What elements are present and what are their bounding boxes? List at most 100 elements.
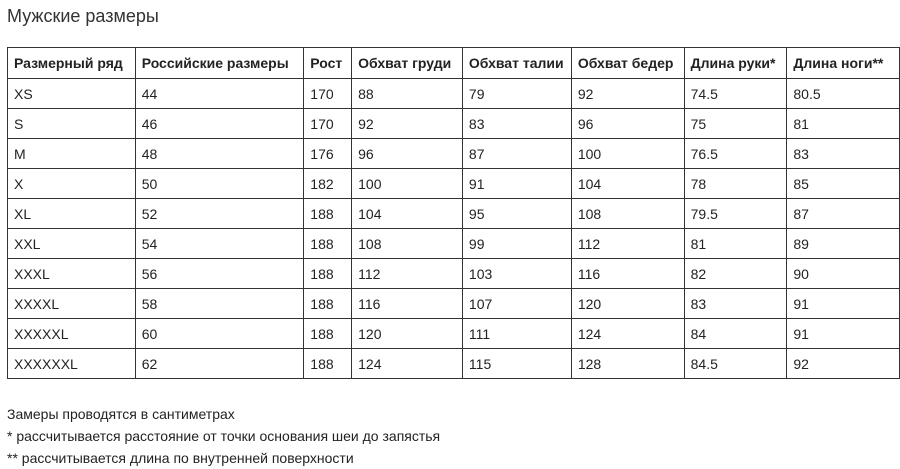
table-row: XXXL 56 188 112 103 116 82 90 <box>7 258 900 289</box>
table-cell: 116 <box>351 288 463 319</box>
header-row: Размерный ряд Российские размеры Рост Обхва… <box>7 47 900 79</box>
table-cell: 170 <box>303 78 353 109</box>
table-cell: 108 <box>351 228 463 259</box>
table-cell: 48 <box>134 138 305 169</box>
column-header: Рост <box>303 47 353 79</box>
table-cell: 92 <box>570 78 685 109</box>
table-cell: 120 <box>570 288 685 319</box>
table-cell: 56 <box>134 258 305 289</box>
column-header: Длина ноги** <box>786 47 900 79</box>
table-cell: 91 <box>461 168 572 199</box>
table-cell: 46 <box>134 108 305 139</box>
table-cell: XL <box>7 198 136 229</box>
table-cell: 84 <box>683 318 788 349</box>
table-row: XL 52 188 104 95 108 79.5 87 <box>7 198 900 229</box>
table-cell: XXXXL <box>7 288 136 319</box>
table-cell: 108 <box>570 198 685 229</box>
table-cell: M <box>7 138 136 169</box>
table-cell: XS <box>7 78 136 109</box>
table-cell: 83 <box>461 108 572 139</box>
table-row: XXL 54 188 108 99 112 81 89 <box>7 228 900 259</box>
table-cell: 60 <box>134 318 305 349</box>
table-cell: 100 <box>351 168 463 199</box>
table-cell: 111 <box>461 318 572 349</box>
table-cell: 87 <box>786 198 900 229</box>
table-cell: 81 <box>786 108 900 139</box>
table-cell: 52 <box>134 198 305 229</box>
table-cell: 79 <box>461 78 572 109</box>
table-cell: 170 <box>303 108 353 139</box>
table-cell: 100 <box>570 138 685 169</box>
table-cell: 87 <box>461 138 572 169</box>
table-cell: 85 <box>786 168 900 199</box>
table-cell: XXXL <box>7 258 136 289</box>
table-row: XXXXXXL 62 188 124 115 128 84.5 92 <box>7 348 900 379</box>
table-cell: 115 <box>461 348 572 379</box>
table-cell: 188 <box>303 258 353 289</box>
table-row: M 48 176 96 87 100 76.5 83 <box>7 138 900 169</box>
table-cell: 76.5 <box>683 138 788 169</box>
table-cell: 182 <box>303 168 353 199</box>
table-cell: 91 <box>786 318 900 349</box>
table-cell: 95 <box>461 198 572 229</box>
table-cell: 79.5 <box>683 198 788 229</box>
table-cell: 176 <box>303 138 353 169</box>
table-cell: 103 <box>461 258 572 289</box>
table-cell: 83 <box>786 138 900 169</box>
table-cell: 89 <box>786 228 900 259</box>
table-cell: X <box>7 168 136 199</box>
table-cell: 44 <box>134 78 305 109</box>
table-cell: 128 <box>570 348 685 379</box>
table-cell: 188 <box>303 318 353 349</box>
page-title: Мужские размеры <box>7 6 159 26</box>
table-cell: 104 <box>570 168 685 199</box>
table-cell: 83 <box>683 288 788 319</box>
table-cell: 78 <box>683 168 788 199</box>
table-cell: 92 <box>786 348 900 379</box>
table-row: XXXXL 58 188 116 107 120 83 91 <box>7 288 900 319</box>
notes: Замеры проводятся в сантиметрах * рассчи… <box>7 403 440 469</box>
table-cell: 81 <box>683 228 788 259</box>
table-cell: 188 <box>303 288 353 319</box>
column-header: Обхват бедер <box>570 47 685 79</box>
table-cell: 124 <box>351 348 463 379</box>
table-cell: XXXXXL <box>7 318 136 349</box>
table-cell: 112 <box>570 228 685 259</box>
table-cell: S <box>7 108 136 139</box>
note-leg-length: ** рассчитывается длина по внутренней по… <box>7 450 354 466</box>
table-cell: 92 <box>351 108 463 139</box>
note-units: Замеры проводятся в сантиметрах <box>7 406 235 422</box>
table-cell: 80.5 <box>786 78 900 109</box>
table-cell: 54 <box>134 228 305 259</box>
column-header: Обхват талии <box>461 47 572 79</box>
table-cell: 124 <box>570 318 685 349</box>
table-cell: 112 <box>351 258 463 289</box>
table-cell: 62 <box>134 348 305 379</box>
table-cell: 75 <box>683 108 788 139</box>
table-cell: 116 <box>570 258 685 289</box>
size-table: Размерный ряд Российские размеры Рост Обхва… <box>7 47 900 379</box>
table-cell: 90 <box>786 258 900 289</box>
table-cell: 107 <box>461 288 572 319</box>
table-cell: 188 <box>303 198 353 229</box>
table-cell: 91 <box>786 288 900 319</box>
table-cell: 88 <box>351 78 463 109</box>
table-row: X 50 182 100 91 104 78 85 <box>7 168 900 199</box>
table-cell: 99 <box>461 228 572 259</box>
table-cell: 84.5 <box>683 348 788 379</box>
table-cell: 188 <box>303 348 353 379</box>
note-arm-length: * рассчитывается расстояние от точки осн… <box>7 428 441 444</box>
table-cell: 82 <box>683 258 788 289</box>
column-header: Обхват груди <box>351 47 463 79</box>
table-cell: 96 <box>351 138 463 169</box>
table-cell: XXXXXXL <box>7 348 136 379</box>
table-cell: 74.5 <box>683 78 788 109</box>
table-row: S 46 170 92 83 96 75 81 <box>7 108 900 139</box>
column-header: Длина руки* <box>683 47 788 79</box>
table-cell: XXL <box>7 228 136 259</box>
table-cell: 58 <box>134 288 305 319</box>
table-row: XXXXXL 60 188 120 111 124 84 91 <box>7 318 900 349</box>
table-cell: 50 <box>134 168 305 199</box>
column-header: Российские размеры <box>134 47 305 79</box>
table-cell: 120 <box>351 318 463 349</box>
